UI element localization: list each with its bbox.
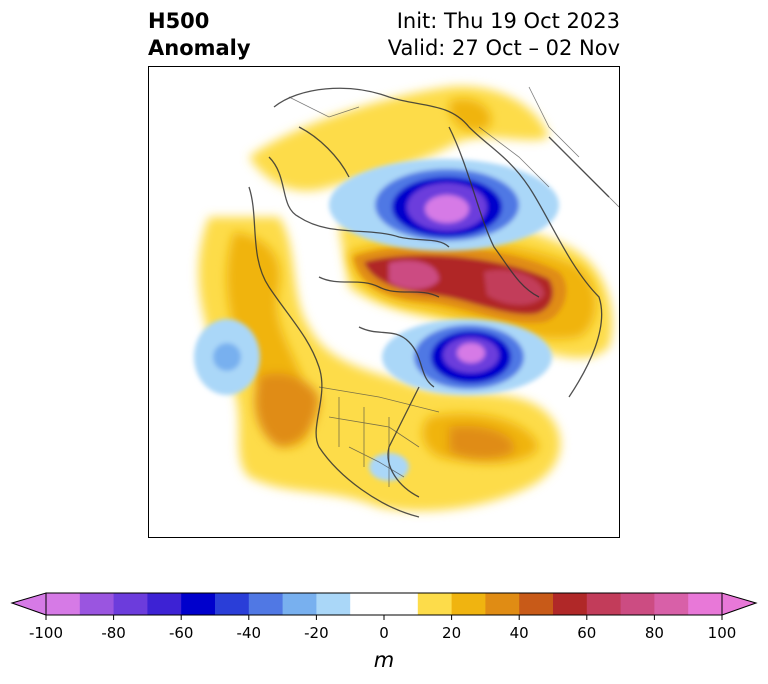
colorbar-under-triangle [10,592,47,616]
colorbar-cell [147,593,182,615]
colorbar-over-triangle [721,592,758,616]
colorbar-cells [46,593,723,615]
colorbar-tick-label: 60 [577,624,597,642]
colorbar-cell [620,593,655,615]
negative-anomaly-north-pacific [194,319,260,395]
colorbar-tick-label: 80 [644,624,664,642]
negative-anomaly-center-siberia [329,159,559,251]
positive-anomaly-ridge-arctic-ocean [354,246,567,323]
colorbar-cell [688,593,723,615]
colorbar-cell [485,593,520,615]
colorbar-tick-label: -100 [28,624,64,642]
colorbar-cell [553,593,588,615]
colorbar-tick-label: 100 [707,624,737,642]
map-title: H500 Anomaly [148,8,251,62]
colorbar-cell [46,593,81,615]
colorbar-cell [79,593,115,615]
colorbar-cell [417,593,453,615]
negative-anomaly-center-northern-canada [382,319,552,395]
coastlines [248,87,610,518]
colorbar-cell [451,593,486,615]
title-field: Anomaly [148,36,251,60]
colorbar [10,592,758,620]
colorbar-tick-label: 0 [379,624,389,642]
colorbar-cell [248,593,284,615]
init-date: Init: Thu 19 Oct 2023 [396,9,620,33]
colorbar-cell [654,593,689,615]
colorbar-cell [519,593,554,615]
colorbar-cell [282,593,317,615]
colorbar-tick-label: -40 [236,624,262,642]
colorbar-tick-label: -20 [304,624,329,642]
map-dates: Init: Thu 19 Oct 2023 Valid: 27 Oct – 02… [388,8,620,62]
colorbar-cell [586,593,622,615]
colorbar-cell [316,593,351,615]
colorbar-tick-label: 20 [442,624,462,642]
anomaly-map [148,66,620,538]
colorbar-cell [215,593,250,615]
colorbar-tick-label: -80 [101,624,126,642]
title-variable: H500 [148,9,210,33]
colorbar-cell [350,593,419,615]
colorbar-unit-label: m [373,648,395,672]
colorbar-tick-label: 40 [509,624,529,642]
valid-range: Valid: 27 Oct – 02 Nov [387,36,620,60]
colorbar-cell [181,593,216,615]
colorbar-tick-label: -60 [168,624,194,642]
country-borders [288,86,619,487]
map-svg [194,86,619,518]
colorbar-cell [113,593,148,615]
